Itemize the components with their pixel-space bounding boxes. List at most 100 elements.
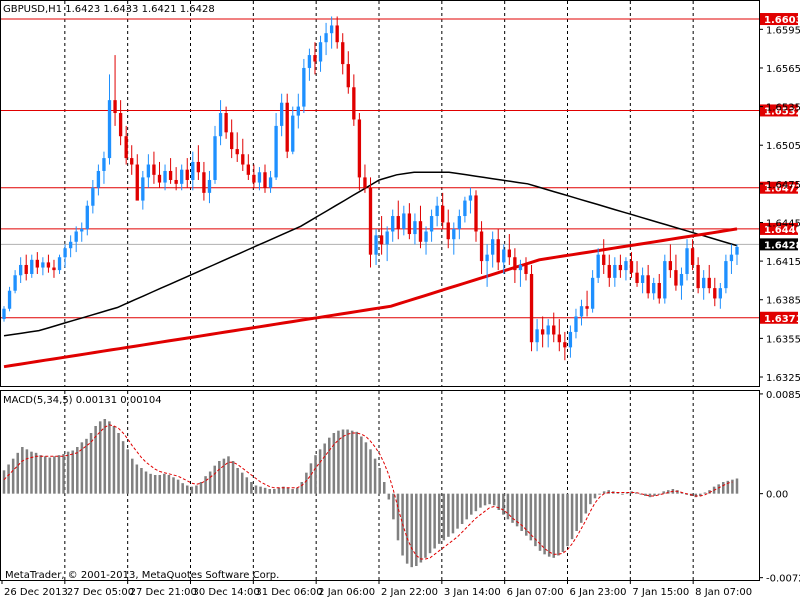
level-price-tag — [760, 222, 798, 235]
macd-bar — [140, 468, 143, 494]
candle-body — [329, 25, 334, 34]
macd-bar — [62, 454, 65, 494]
macd-bar — [181, 483, 184, 494]
macd-bar — [34, 452, 38, 494]
candle-body — [724, 261, 728, 289]
candle-body — [457, 216, 462, 229]
candle-body — [668, 261, 673, 271]
candle-body — [279, 102, 284, 126]
macd-bar — [131, 458, 134, 494]
candle-body — [513, 257, 517, 271]
candle-body — [413, 221, 417, 235]
candle-body — [35, 259, 39, 268]
candle-body — [568, 331, 573, 348]
macd-bar — [250, 482, 253, 494]
candle-body — [446, 222, 450, 240]
level-price-label: 1.6371 — [764, 314, 800, 325]
macd-bar — [561, 493, 565, 552]
candle-body — [185, 169, 189, 180]
macd-bar — [190, 486, 194, 494]
candle-body — [235, 149, 239, 155]
candle-body — [202, 172, 206, 193]
candle-body — [18, 264, 23, 276]
macd-bar — [708, 490, 711, 494]
macd-bar — [428, 493, 432, 554]
macd-bar — [222, 458, 226, 494]
macd-bar — [227, 456, 230, 494]
macd-bar — [648, 493, 652, 498]
candle-body — [379, 235, 384, 245]
candle-body — [285, 102, 289, 152]
y-tick-label: 1.6325 — [766, 373, 800, 384]
price-chart-frame — [0, 0, 760, 387]
candle-body — [402, 213, 406, 229]
macd-bar — [552, 493, 556, 558]
macd-header: MACD(5,34,5) 0.00131 0.00104 — [3, 395, 162, 406]
candle-body — [452, 228, 456, 240]
macd-bar — [172, 477, 175, 494]
candle-body — [91, 187, 95, 206]
candle-body — [663, 261, 667, 299]
candle-body — [479, 231, 484, 262]
level-price-tag — [760, 104, 798, 117]
candle-body — [385, 231, 389, 245]
candle-body — [141, 177, 145, 201]
candle-body — [624, 261, 628, 271]
candle-body — [263, 172, 267, 188]
candle-body — [324, 33, 328, 43]
candle-body — [130, 158, 134, 165]
macd-bar — [470, 493, 473, 515]
x-tick-label: 2 Jan 06:00 — [318, 587, 375, 598]
candle-body — [540, 329, 545, 335]
candle-body — [518, 264, 523, 271]
macd-bar — [511, 493, 514, 523]
candle-body — [396, 216, 400, 229]
price-axis: 1.65951.65651.65351.65051.64751.64451.64… — [759, 25, 800, 585]
candle-body — [424, 231, 428, 242]
macd-bar — [502, 493, 505, 515]
candle-body — [163, 170, 167, 183]
candle-body — [24, 264, 28, 274]
macd-bar — [337, 430, 340, 494]
macd-bar — [300, 482, 304, 494]
candle-body — [707, 277, 711, 289]
candle-body — [113, 100, 117, 114]
candle-body — [313, 55, 317, 62]
macd-bar — [721, 482, 725, 494]
macd-bar — [89, 433, 93, 494]
macd-bar — [291, 489, 294, 494]
macd-bar — [621, 493, 624, 495]
macd-bar — [103, 419, 107, 494]
macd-bar — [53, 456, 56, 494]
candle-body — [441, 205, 445, 223]
x-tick-label: 6 Jan 23:00 — [570, 587, 627, 598]
macd-y-tick-label: 0.00855 — [766, 390, 800, 401]
macd-bar — [387, 493, 391, 500]
macd-bar — [625, 492, 629, 494]
macd-bar — [538, 493, 542, 551]
candle-body — [180, 169, 184, 184]
x-tick-label: 31 Dec 06:00 — [255, 587, 322, 598]
candles — [2, 16, 739, 361]
macd-bar — [433, 493, 436, 549]
x-tick-label: 30 Dec 14:00 — [193, 587, 260, 598]
macd-bar — [410, 493, 413, 568]
candle-body — [230, 132, 234, 150]
candle-body — [85, 205, 89, 229]
macd-bar — [39, 455, 42, 494]
macd-bar — [108, 421, 111, 494]
macd-bar — [676, 490, 679, 494]
candle-body — [74, 231, 78, 242]
macd-bar — [240, 472, 244, 494]
macd-bar — [584, 493, 588, 514]
x-tick-label: 2 Jan 22:00 — [381, 587, 438, 598]
candle-body — [268, 177, 273, 188]
candle-body — [30, 259, 34, 274]
y-tick-label: 1.6475 — [766, 180, 800, 191]
macd-bar — [575, 493, 578, 531]
candle-body — [679, 273, 684, 286]
macd-bar — [341, 429, 345, 494]
macd-bar — [497, 493, 501, 510]
candle-body — [335, 25, 339, 43]
